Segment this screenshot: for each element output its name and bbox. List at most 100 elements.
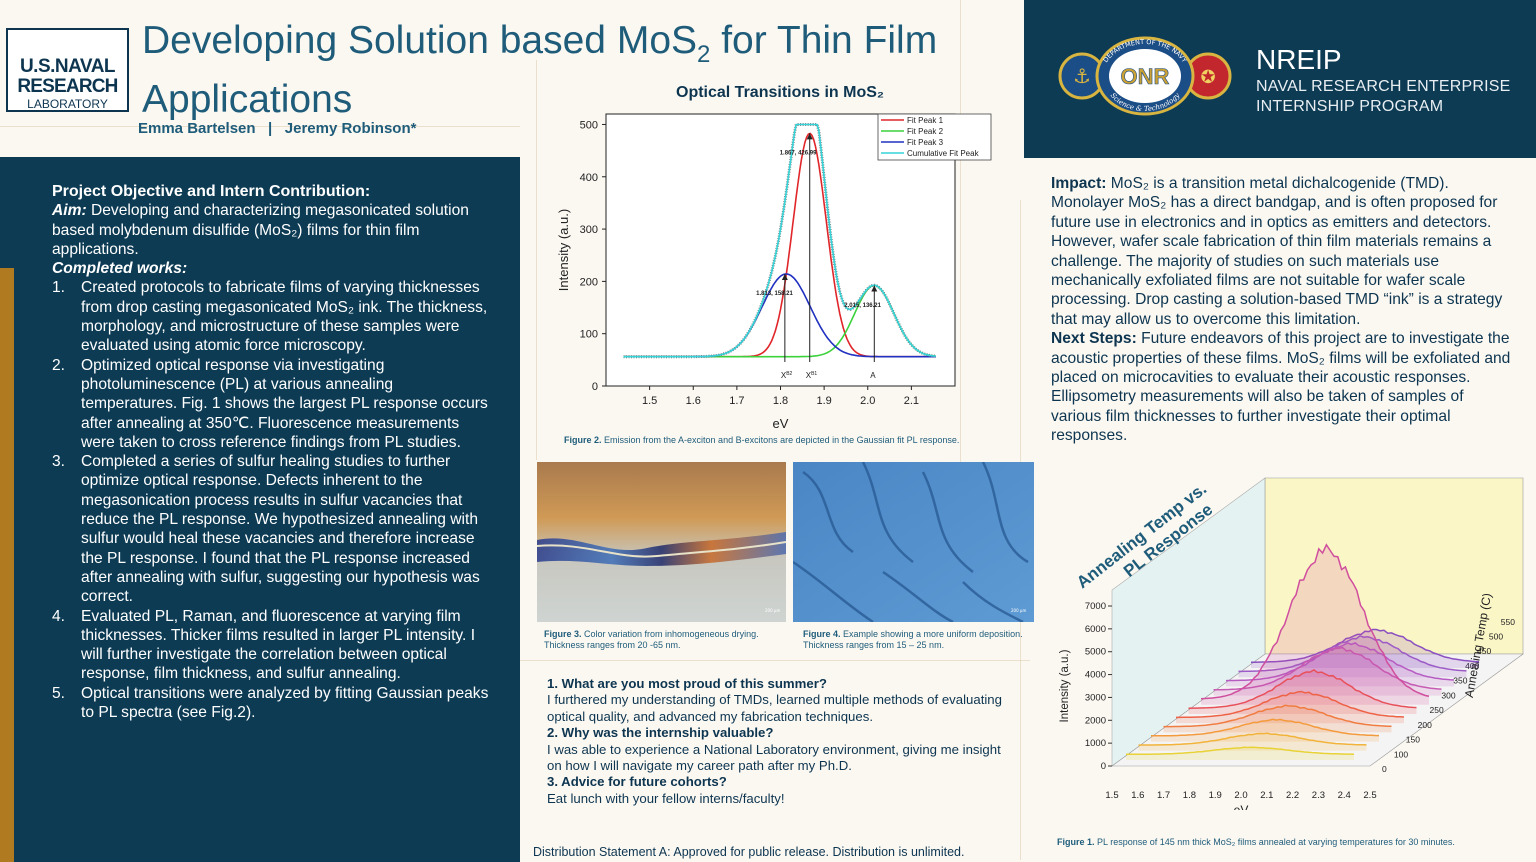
x-tick-label: 1.8 (1183, 790, 1196, 801)
left-panel-background (0, 157, 520, 862)
list-item: 3. Completed a series of sulfur healing s… (52, 452, 492, 606)
aim-paragraph: Aim: Developing and characterizing megas… (52, 201, 492, 259)
y-tick-label: 300 (580, 224, 598, 236)
list-number: 2. (52, 356, 66, 374)
arrow-label: A (870, 371, 876, 380)
x-tick-label: 1.5 (642, 395, 657, 407)
series-line (1188, 669, 1417, 709)
series-line (623, 123, 936, 358)
y-axis-label: Intensity (a.u.) (1059, 649, 1071, 722)
figure4-micrograph: 200 µm (793, 462, 1034, 622)
y-tick-label: 5000 (1085, 647, 1106, 658)
x-tick-label: 2.2 (1286, 790, 1299, 801)
y-tick-label: 6000 (1085, 624, 1106, 635)
onr-logo: ⚓ ✪ DEPARTMENT OF THE NAVY Science & Tec… (1058, 36, 1232, 116)
completed-list: 1. Created protocols to fabricate films o… (52, 278, 492, 722)
list-text: Completed a series of sulfur healing stu… (81, 453, 480, 606)
optical-transitions-chart: 1.5 1.6 1.7 1.8 1.9 2.0 2.1 0 100 200 300 400 500 eV I… (556, 113, 992, 431)
list-item: 1. Created protocols to fabricate films o… (52, 278, 492, 355)
next-steps-text: Future endeavors of this project are to … (1051, 330, 1511, 445)
list-number: 5. (52, 684, 66, 702)
list-text: Created protocols to fabricate films of … (81, 279, 488, 355)
x-axis-label: eV (1234, 803, 1249, 810)
completed-label: Completed works: (52, 259, 492, 278)
arrow-head (806, 133, 813, 140)
x-tick-label: 1.5 (1105, 790, 1118, 801)
impact-label: Impact: (1051, 175, 1107, 192)
list-number: 1. (52, 279, 66, 297)
series-line (1126, 746, 1355, 756)
figure2-text: Emission from the A-exciton and B-excito… (601, 435, 960, 445)
z-tick-label: 200 (1418, 720, 1432, 730)
arrow-label: XB2 (781, 371, 793, 380)
completed-label-text: Completed works: (52, 260, 188, 278)
question-2: 2. Why was the internship valuable? (547, 725, 774, 741)
impact-text: MoS₂ is a transition metal dichalcogenid… (1051, 175, 1503, 328)
list-item: 4. Evaluated PL, Raman, and fluorescence … (52, 607, 492, 684)
arrow-head (781, 273, 788, 280)
texture-line (0, 126, 520, 127)
project-objective-section: Project Objective and Intern Contributio… (52, 182, 492, 722)
data-annotation: 1.813, 158.21 (756, 291, 793, 297)
list-item: 2. Optimized optical response via investi… (52, 356, 492, 452)
list-number: 4. (52, 607, 66, 625)
data-annotation: 1.867, 426.99 (780, 151, 817, 157)
figure2-caption: Figure 2. Emission from the A-exciton an… (564, 435, 984, 446)
answer-1: I furthered my understanding of TMDs, le… (547, 692, 1002, 724)
title-subscript: 2 (697, 40, 711, 68)
aim-label: Aim: (52, 202, 87, 220)
texture-line (520, 660, 1030, 661)
list-text: Optimized optical response via investiga… (81, 356, 488, 451)
logo-line3: LABORATORY (27, 97, 108, 111)
chart-title: Optical Transitions in MoS₂ (676, 84, 885, 101)
series-line (1151, 718, 1380, 737)
anchor-icon: ⚓ (1073, 64, 1091, 88)
x-tick-label: 2.0 (1234, 790, 1247, 801)
arrow-label: XB1 (806, 371, 818, 380)
y-tick-label: 200 (580, 276, 598, 288)
onr-seal-inner (1109, 49, 1181, 103)
legend-label: Fit Peak 3 (907, 138, 944, 147)
x-tick-label: 2.5 (1363, 790, 1376, 801)
y-tick-label: 500 (580, 119, 598, 131)
y-tick-label: 7000 (1085, 601, 1106, 612)
impact-section: Impact: MoS₂ is a transition metal dicha… (1051, 174, 1511, 446)
y-tick-label: 2000 (1085, 715, 1106, 726)
x-tick-label: 2.0 (860, 395, 875, 407)
next-steps-paragraph: Next Steps: Future endeavors of this pro… (1051, 329, 1511, 445)
list-text: Optical transitions were analyzed by fit… (81, 684, 489, 722)
globe-icon: ✪ (1200, 67, 1215, 88)
nreip-subtitle-2: INTERNSHIP PROGRAM (1256, 98, 1444, 115)
texture-line (536, 60, 537, 460)
texture-line (960, 0, 961, 470)
qa-section: 1. What are you most proud of this summe… (547, 676, 1012, 807)
series-line (1138, 732, 1367, 746)
series-line (1238, 634, 1467, 673)
series-ribbon (1151, 719, 1379, 742)
scale-bar-label: 200 µm (765, 608, 780, 613)
z-tick-label: 400 (1465, 661, 1479, 671)
x-tick-label: 2.1 (1260, 790, 1273, 801)
y-axis-label: Intensity (a.u.) (556, 209, 571, 291)
logo-line2: RESEARCH (17, 76, 118, 97)
figure3-caption: Figure 3. Color variation from inhomogen… (544, 629, 784, 651)
x-tick-label: 1.9 (816, 395, 831, 407)
x-tick-label: 2.4 (1338, 790, 1351, 801)
z-tick-label: 300 (1441, 690, 1455, 700)
x-tick-label: 1.6 (686, 395, 701, 407)
nreip-title: NREIP (1256, 44, 1342, 75)
x-tick-label: 1.6 (1131, 790, 1144, 801)
nreip-subtitle-1: NAVAL RESEARCH ENTERPRISE (1256, 78, 1511, 95)
series-line (1213, 646, 1442, 691)
y-tick-label: 0 (592, 381, 598, 393)
figure3-label: Figure 3. (544, 629, 582, 639)
figure4-text: Example showing a more uniform depositio… (803, 629, 1023, 650)
scale-bar-label: 200 µm (1011, 608, 1026, 613)
answer-3: Eat lunch with your fellow interns/facul… (547, 790, 785, 806)
legend-label: Fit Peak 1 (907, 116, 944, 125)
onr-logo-text: ONR (1121, 64, 1170, 89)
x-tick-label: 1.8 (773, 395, 788, 407)
series-line (1251, 628, 1480, 663)
series-line (1200, 543, 1430, 700)
